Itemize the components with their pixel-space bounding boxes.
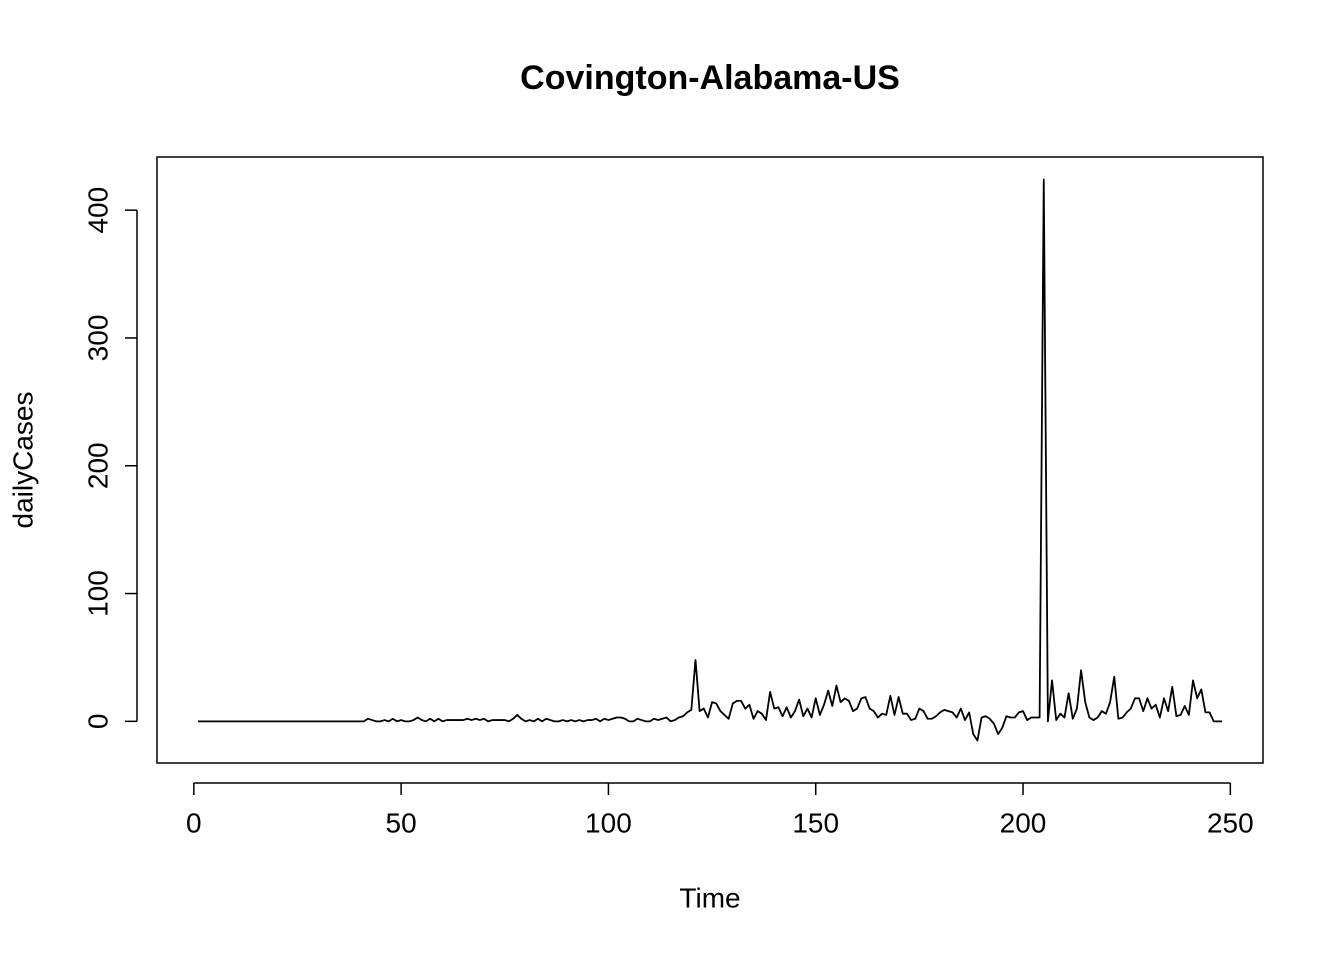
y-tick-label: 400 — [82, 187, 113, 234]
y-axis-label: dailyCases — [7, 392, 38, 529]
x-tick-label: 50 — [386, 807, 417, 838]
y-tick-label: 0 — [82, 714, 113, 730]
plot-box — [156, 156, 1264, 764]
x-tick-label: 200 — [1000, 807, 1047, 838]
x-tick-label: 150 — [792, 807, 839, 838]
x-tick-label: 100 — [585, 807, 632, 838]
chart-title: Covington-Alabama-US — [520, 59, 900, 97]
y-tick-label: 200 — [82, 442, 113, 489]
y-tick-label: 300 — [82, 315, 113, 362]
x-tick-label: 250 — [1207, 807, 1254, 838]
x-tick-label: 0 — [186, 807, 202, 838]
x-axis-label: Time — [679, 882, 740, 913]
data-line — [197, 178, 1223, 742]
y-tick-label: 100 — [82, 570, 113, 617]
